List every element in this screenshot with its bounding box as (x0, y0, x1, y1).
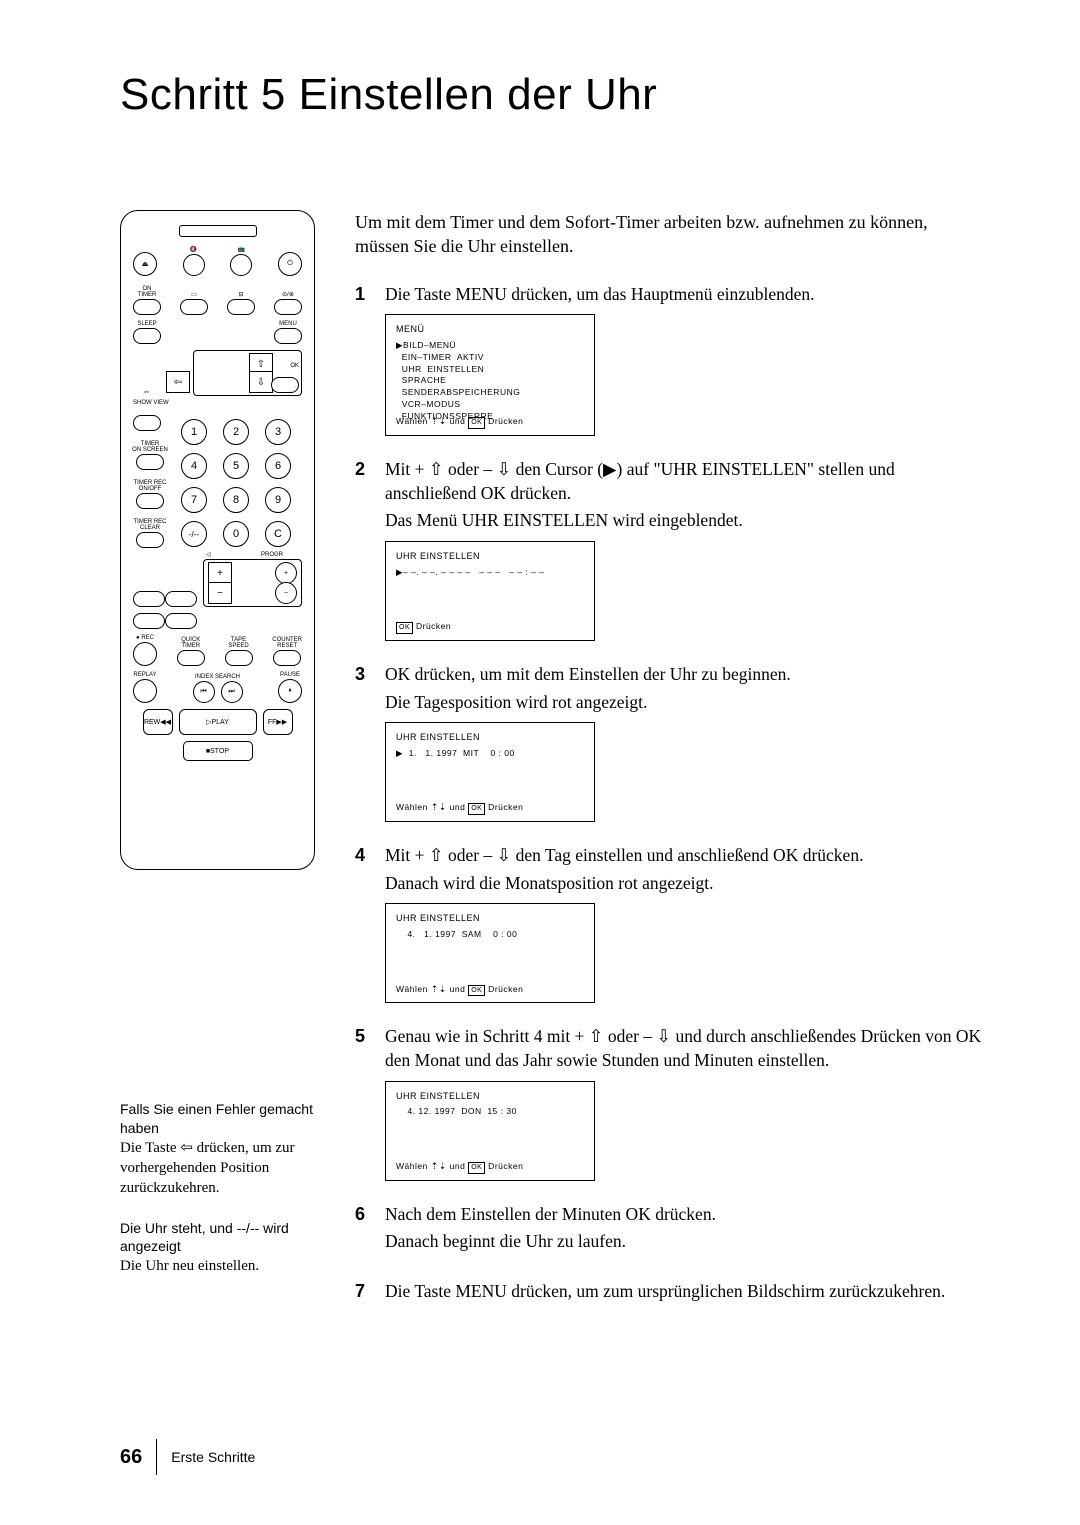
page-footer: 66 Erste Schritte (120, 1439, 255, 1475)
num-4: 4 (181, 453, 207, 479)
step-6-num: 6 (355, 1203, 371, 1258)
num-2: 2 (223, 419, 249, 445)
num-c: C (265, 521, 291, 547)
tip-1-body: Die Taste ⇦ drücken, um zur vorhergehend… (120, 1138, 315, 1199)
osd-step2: UHR EINSTELLEN ▶– –. – –. – – – – – – – … (385, 541, 595, 641)
num-6: 6 (265, 453, 291, 479)
step-1-text: Die Taste MENU drücken, um das Hauptmenü… (385, 283, 985, 307)
rec-button (133, 642, 157, 666)
step-6: 6 Nach dem Einstellen der Minuten OK drü… (355, 1203, 985, 1258)
remote-control-illustration: ⏏ 🔇 📺 ⏻ ON TIMER ▭ ⊟ ⊝/⊕ SLEEP MENU ⇧ ⇩ … (120, 210, 315, 870)
step-5-num: 5 (355, 1025, 371, 1180)
step-3-text: OK drücken, um mit dem Einstellen der Uh… (385, 663, 985, 687)
page-title: Schritt 5 Einstellen der Uhr (120, 70, 985, 120)
num-7: 7 (181, 487, 207, 513)
step-6-text: Nach dem Einstellen der Minuten OK drück… (385, 1203, 985, 1227)
osd-menu: MENÜ ▶BILD–MENÜ EIN–TIMER AKTIV UHR EINS… (385, 314, 595, 436)
step-3-num: 3 (355, 663, 371, 822)
step-4-num: 4 (355, 844, 371, 1003)
ok-button (271, 377, 299, 393)
step-1-num: 1 (355, 283, 371, 436)
step-6-text2: Danach beginnt die Uhr zu laufen. (385, 1230, 985, 1254)
num-5: 5 (223, 453, 249, 479)
tip-1-title: Falls Sie einen Fehler gemacht haben (120, 1100, 315, 1138)
footer-divider (156, 1439, 157, 1475)
tip-2-body: Die Uhr neu einstellen. (120, 1256, 315, 1276)
stop-button: ■ STOP (183, 741, 253, 761)
step-2: 2 Mit + ⇧ oder – ⇩ den Cursor (▶) auf "U… (355, 458, 985, 641)
power-button: ⏻ (278, 252, 302, 276)
play-button: ▷ PLAY (179, 709, 257, 735)
num-0: 0 (223, 521, 249, 547)
tv-button (230, 254, 252, 276)
step-7: 7 Die Taste MENU drücken, um zum ursprün… (355, 1280, 985, 1308)
footer-section: Erste Schritte (171, 1449, 255, 1465)
menu-button (274, 328, 302, 344)
ff-button: FF ▶▶ (263, 709, 293, 735)
sidebar-tips: Falls Sie einen Fehler gemacht haben Die… (120, 1100, 315, 1277)
num-9: 9 (265, 487, 291, 513)
step-7-num: 7 (355, 1280, 371, 1308)
right-column: Um mit dem Timer und dem Sofort-Timer ar… (355, 210, 985, 1330)
step-3-text2: Die Tagesposition wird rot angezeigt. (385, 691, 985, 715)
step-3: 3 OK drücken, um mit dem Einstellen der … (355, 663, 985, 822)
step-2-text2: Das Menü UHR EINSTELLEN wird eingeblende… (385, 509, 985, 533)
tip-2-title: Die Uhr steht, und --/-- wird angezeigt (120, 1219, 315, 1257)
step-4-text: Mit + ⇧ oder – ⇩ den Tag einstellen und … (385, 844, 985, 868)
eject-button: ⏏ (133, 252, 157, 276)
osd-step3: UHR EINSTELLEN ▶ 1. 1. 1997 MIT 0 : 00 W… (385, 722, 595, 822)
num-3: 3 (265, 419, 291, 445)
step-2-num: 2 (355, 458, 371, 641)
rew-button: REW ◀◀ (143, 709, 173, 735)
content-row: ⏏ 🔇 📺 ⏻ ON TIMER ▭ ⊟ ⊝/⊕ SLEEP MENU ⇧ ⇩ … (120, 210, 985, 1330)
step-4: 4 Mit + ⇧ oder – ⇩ den Tag einstellen un… (355, 844, 985, 1003)
osd-step5: UHR EINSTELLEN 4. 12. 1997 DON 15 : 30 W… (385, 1081, 595, 1181)
mute-button (183, 254, 205, 276)
step-2-text: Mit + ⇧ oder – ⇩ den Cursor (▶) auf "UHR… (385, 458, 985, 505)
page-number: 66 (120, 1446, 142, 1469)
step-1: 1 Die Taste MENU drücken, um das Hauptme… (355, 283, 985, 436)
osd-step4: UHR EINSTELLEN 4. 1. 1997 SAM 0 : 00 Wäh… (385, 903, 595, 1003)
step-5-text: Genau wie in Schritt 4 mit + ⇧ oder – ⇩ … (385, 1025, 985, 1072)
step-5: 5 Genau wie in Schritt 4 mit + ⇧ oder – … (355, 1025, 985, 1180)
num-dash: -/-- (181, 521, 207, 547)
num-1: 1 (181, 419, 207, 445)
left-column: ⏏ 🔇 📺 ⏻ ON TIMER ▭ ⊟ ⊝/⊕ SLEEP MENU ⇧ ⇩ … (120, 210, 315, 1330)
intro-text: Um mit dem Timer und dem Sofort-Timer ar… (355, 210, 985, 259)
step-4-text2: Danach wird die Monatsposition rot angez… (385, 872, 985, 896)
num-8: 8 (223, 487, 249, 513)
step-7-text: Die Taste MENU drücken, um zum ursprüngl… (385, 1280, 985, 1304)
pause-button: ⏸ (278, 679, 302, 703)
